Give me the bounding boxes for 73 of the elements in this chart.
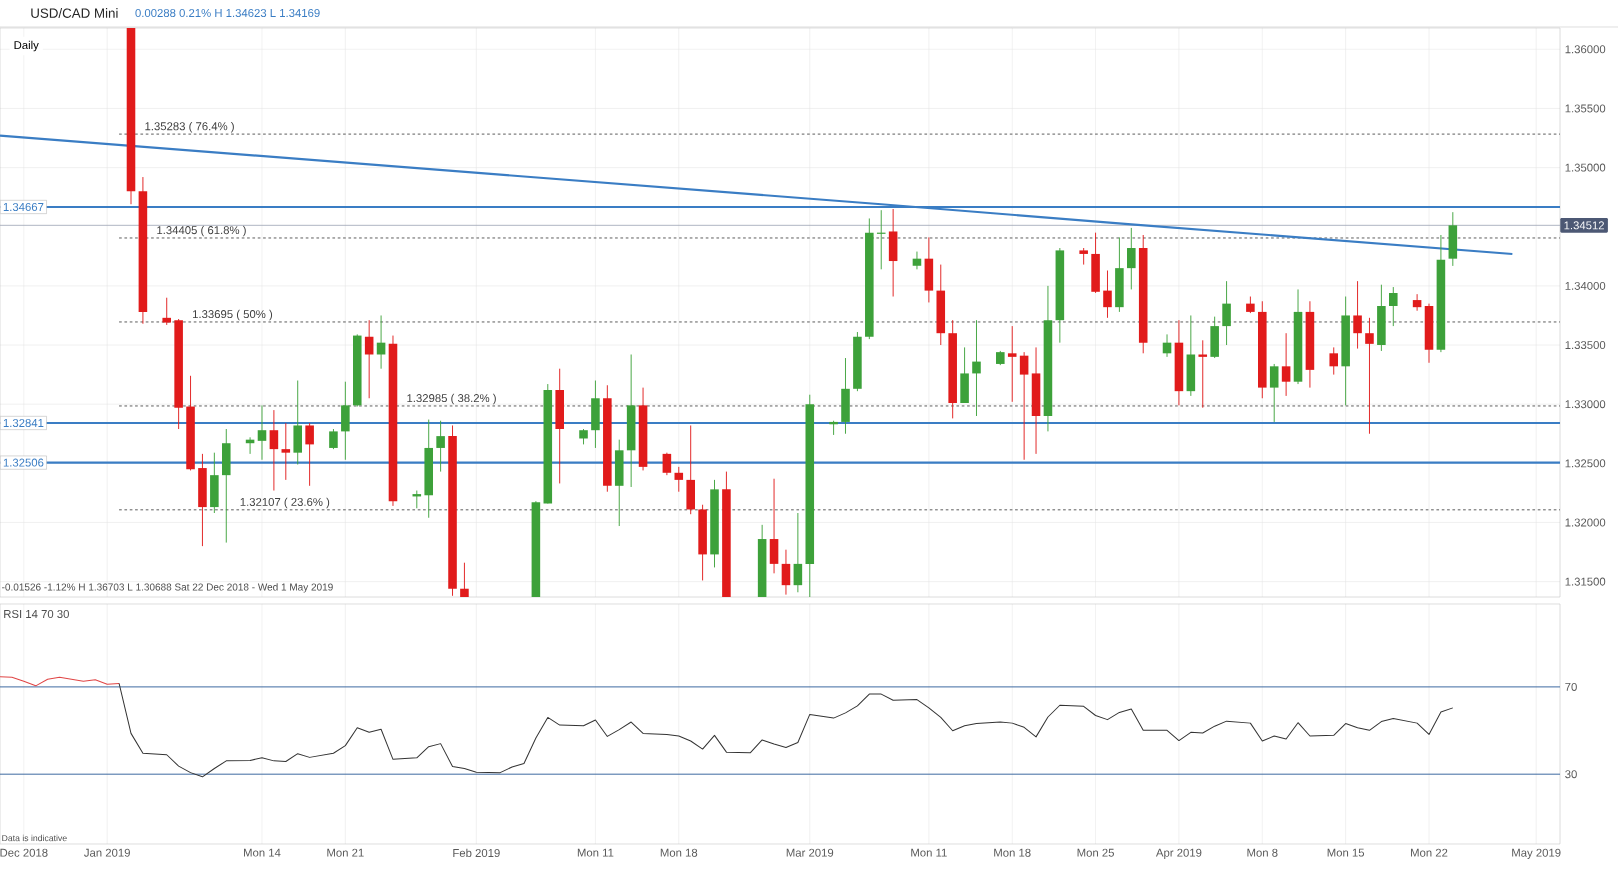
ref-line-label: 1.32841	[3, 418, 44, 427]
x-tick-label: Apr 2019	[1155, 848, 1202, 859]
ref-line-label: 1.33695 ( 50% )	[193, 309, 273, 321]
candlestick	[1019, 351, 1029, 461]
x-tick-label: Mon 21	[327, 848, 364, 857]
ref-line-label: 1.35283 ( 76.4% )	[145, 121, 234, 133]
y-tick-label: 1.33000	[1565, 400, 1606, 409]
candlestick	[1222, 280, 1231, 346]
annotation: Daily	[14, 40, 39, 52]
chart-title: RSI 14 70 30	[4, 609, 69, 618]
candlestick	[876, 209, 886, 270]
candlestick	[1127, 227, 1136, 290]
chart-title: USD/CAD Mini	[31, 8, 118, 18]
y-tick-label: 70	[1565, 682, 1577, 691]
x-tick-label: Mon 8	[1247, 848, 1278, 857]
candlestick	[436, 420, 445, 473]
candlestick	[781, 549, 791, 596]
ref-line-label: 1.34405 ( 61.8% )	[157, 225, 246, 237]
x-tick-label: Mon 11	[577, 848, 614, 857]
candlestick	[281, 422, 291, 481]
candlestick	[269, 409, 279, 491]
y-tick-label: 1.31500	[1565, 577, 1606, 586]
x-tick-label: Mon 22	[1411, 848, 1448, 857]
line-series	[0, 676, 120, 687]
y-tick-label: 1.36000	[1565, 45, 1606, 54]
candlestick	[460, 562, 469, 598]
candlestick	[662, 452, 672, 476]
x-tick-label: Mon 14	[244, 848, 281, 857]
y-tick-label: 30	[1565, 770, 1577, 779]
x-tick-label: Mon 18	[660, 848, 698, 857]
candlestick	[257, 404, 267, 461]
candlestick	[1281, 332, 1291, 397]
x-tick-label: Jan 2019	[84, 848, 130, 857]
annotation: -0.01526 -1.12% H 1.36703 L 1.30688 Sat 22 Dec 2018 - Wed 1 May 2019	[2, 583, 333, 593]
candlestick	[674, 466, 684, 493]
x-tick-label: Mon 11	[911, 848, 947, 857]
x-tick-label: Feb 2019	[453, 848, 500, 858]
x-tick-label: Mar 2019	[786, 848, 834, 857]
y-tick-label: 1.32500	[1565, 459, 1606, 468]
candlestick	[1412, 293, 1422, 312]
y-tick-label: 1.33500	[1565, 341, 1606, 350]
candlestick	[329, 428, 338, 450]
candlestick	[162, 297, 172, 326]
candlestick	[1269, 363, 1279, 423]
candlestick	[793, 512, 803, 593]
y-tick-label: 1.35000	[1565, 163, 1606, 172]
candlestick	[1103, 270, 1112, 319]
ref-line-label: 1.34512	[1564, 221, 1604, 230]
candlestick	[1329, 346, 1339, 376]
y-tick-label: 1.35500	[1565, 104, 1606, 113]
x-tick-label: Mon 18	[994, 848, 1031, 857]
ref-line-label: 1.32985 ( 38.2% )	[407, 393, 496, 405]
ref-line-label: 1.32107 ( 23.6% )	[240, 497, 330, 509]
line-series	[118, 682, 1454, 778]
y-tick-label: 1.32000	[1565, 518, 1606, 527]
y-tick-label: 1.34000	[1565, 281, 1606, 290]
x-tick-label: May 2019	[1512, 848, 1561, 859]
candlestick	[972, 319, 981, 417]
candlestick	[912, 251, 922, 270]
x-tick-label: Mon 15	[1327, 848, 1365, 857]
candlestick	[829, 420, 838, 436]
candlestick	[1198, 339, 1208, 409]
chart-subtitle: 0.00288 0.21% H 1.34623 L 1.34169	[135, 8, 320, 17]
annotation: Data is indicative	[2, 834, 67, 842]
x-tick-label: Dec 2018	[0, 848, 48, 857]
ref-line-label: 1.32506	[3, 458, 44, 467]
candlestick	[1353, 280, 1362, 350]
candlestick	[1389, 286, 1398, 327]
x-tick-label: Mon 25	[1077, 848, 1114, 857]
candlestick	[305, 422, 314, 487]
ref-line-label: 1.34667	[3, 202, 44, 211]
candlestick	[1365, 317, 1374, 435]
candlestick	[1007, 325, 1017, 403]
